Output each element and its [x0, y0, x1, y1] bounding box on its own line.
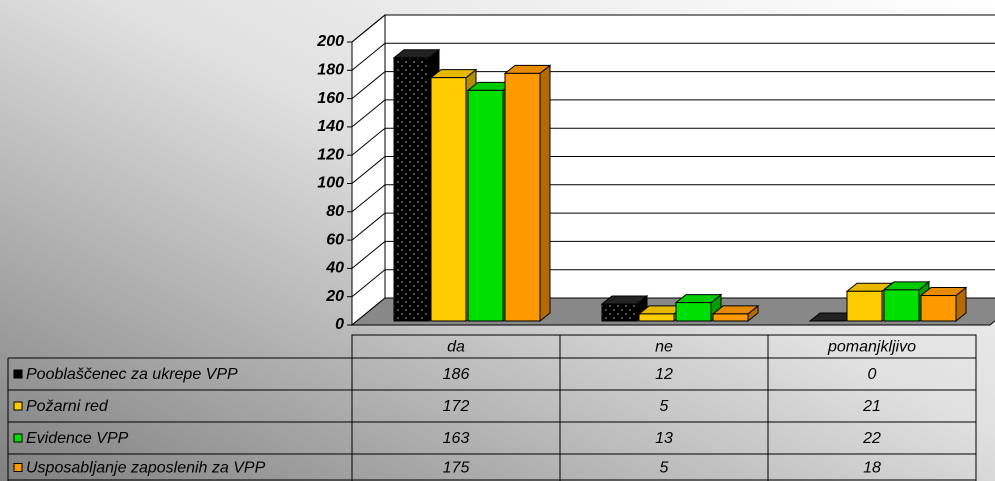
bar	[504, 72, 541, 322]
column-header: da	[447, 339, 465, 356]
table-value: 13	[655, 430, 673, 447]
bar	[430, 77, 467, 322]
legend-label: Usposabljanje zaposlenih za VPP	[26, 460, 266, 477]
bar	[675, 302, 712, 322]
grid-line	[351, 184, 995, 213]
table-value: 21	[862, 398, 881, 415]
y-tick-label: 160	[317, 90, 344, 107]
bar	[712, 313, 749, 322]
y-tick-label: 0	[335, 316, 344, 333]
table-value: 172	[443, 398, 470, 415]
y-tick-label: 100	[317, 175, 344, 192]
bar	[638, 313, 675, 322]
column-header: pomanjkljivo	[827, 339, 916, 356]
y-tick-label: 180	[317, 62, 344, 79]
grid-line	[351, 156, 995, 184]
column-header: ne	[655, 339, 673, 356]
bar	[467, 89, 504, 322]
y-tick-label: 200	[316, 33, 344, 50]
grid-line	[351, 269, 995, 298]
y-tick-label: 140	[317, 118, 344, 135]
legend-label: Evidence VPP	[26, 430, 129, 447]
legend-key	[13, 463, 23, 472]
grid-line	[351, 14, 995, 43]
grid-line	[351, 42, 995, 71]
table-value: 5	[660, 460, 669, 477]
table-value: 186	[443, 366, 470, 383]
legend-key	[13, 369, 23, 379]
y-tick-label: 60	[326, 231, 344, 248]
bar	[393, 57, 430, 322]
grid-line	[351, 240, 995, 269]
y-tick-label: 20	[325, 288, 344, 305]
bar-side	[539, 64, 551, 323]
y-tick-label: 80	[326, 203, 344, 220]
bar	[920, 295, 957, 322]
grid-line	[351, 212, 995, 241]
grid-line	[351, 71, 995, 99]
legend-key	[13, 433, 23, 443]
table-value: 18	[863, 460, 881, 477]
grid-line	[351, 127, 995, 156]
legend-label: Pooblaščenec za ukrepe VPP	[26, 366, 238, 383]
legend-label: Požarni red	[26, 398, 109, 415]
grid-line	[351, 99, 995, 128]
table-value: 0	[868, 366, 877, 383]
bar	[846, 290, 883, 322]
table-value: 175	[443, 460, 470, 477]
bar	[601, 303, 638, 322]
table-value: 12	[655, 366, 673, 383]
table-value: 22	[862, 430, 881, 447]
table-value: 5	[660, 398, 669, 415]
table-value: 163	[443, 430, 470, 447]
legend-key	[13, 401, 23, 411]
y-tick-label: 120	[317, 146, 344, 163]
bar	[883, 289, 920, 322]
y-tick-label: 40	[325, 260, 344, 277]
